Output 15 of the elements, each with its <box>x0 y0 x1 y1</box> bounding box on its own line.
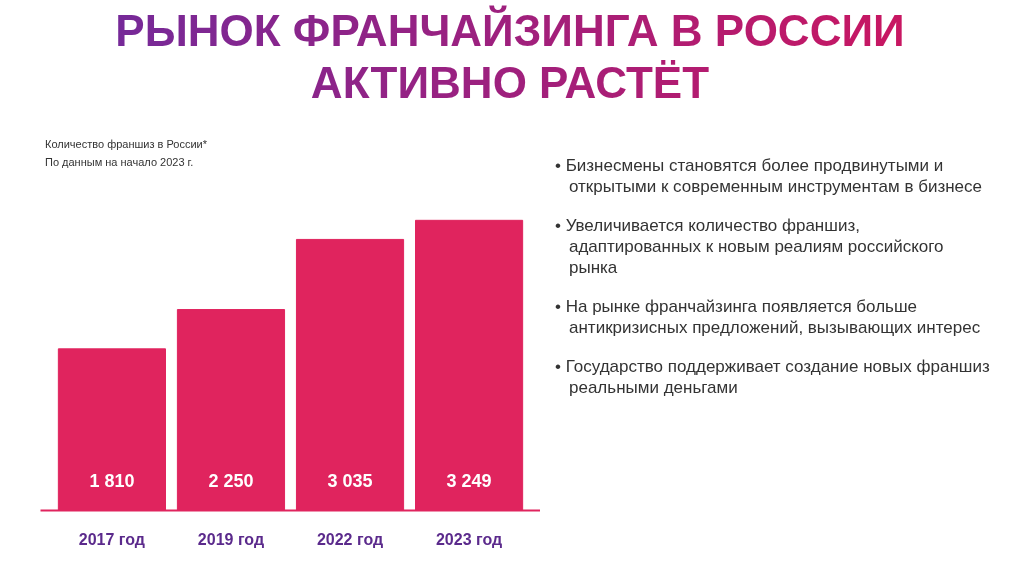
chart-title: РЫНОК ФРАНЧАЙЗИНГА В РОССИИ АКТИВНО РАСТЁТ <box>5 5 1015 109</box>
text: • Бизнесмены становятся более продвинутыми и открытыми к современным инструментам в бизнесе <box>555 155 983 197</box>
x-tick-label: 2017 год <box>78 530 146 548</box>
data-label: 2 250 <box>208 471 254 491</box>
text: • Увеличивается количество франшиз, адаптированных к новым реалиям российского рынка <box>555 215 945 278</box>
x-tick-label: 2022 год <box>316 530 384 548</box>
data-label: 3 249 <box>446 471 492 491</box>
x-tick-label: 2019 год <box>197 530 265 548</box>
x-tick-label: 2023 год <box>435 530 503 548</box>
chart-subtitle: Количество франшиз в России* <box>45 138 207 150</box>
data-label: 1 810 <box>89 471 135 491</box>
text: • На рынке франчайзинга появляется больше антикризисных предложений, вызывающих интерес <box>555 296 982 338</box>
text: • Государство поддерживает создание новых франшиз реальными деньгами <box>555 356 991 398</box>
text: По данным на начало 2023 г. <box>45 156 194 168</box>
data-label: 3 035 <box>327 471 373 491</box>
